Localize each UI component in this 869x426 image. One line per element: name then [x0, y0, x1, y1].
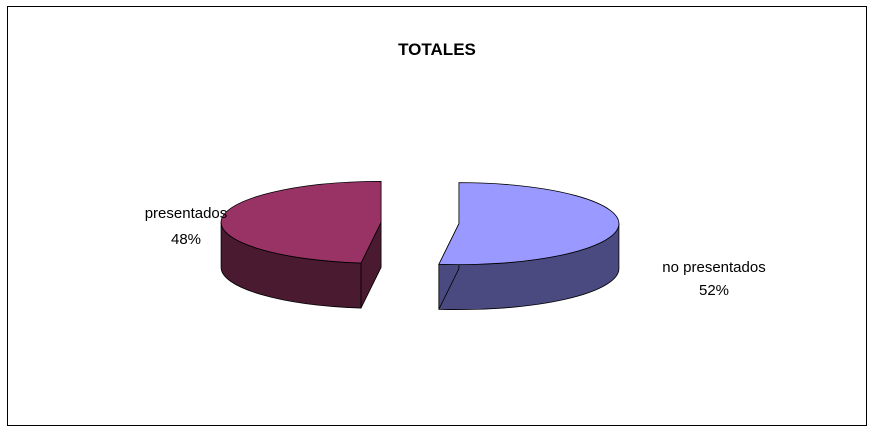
- slice-value-no-presentados: 52%: [699, 282, 729, 299]
- slice-label-presentados: presentados: [145, 205, 228, 222]
- slice-label-no-presentados: no presentados: [662, 259, 765, 276]
- slice-presentados-group: [221, 181, 381, 308]
- slice-no-presentados-group: [439, 183, 619, 310]
- slice-value-presentados: 48%: [171, 231, 201, 248]
